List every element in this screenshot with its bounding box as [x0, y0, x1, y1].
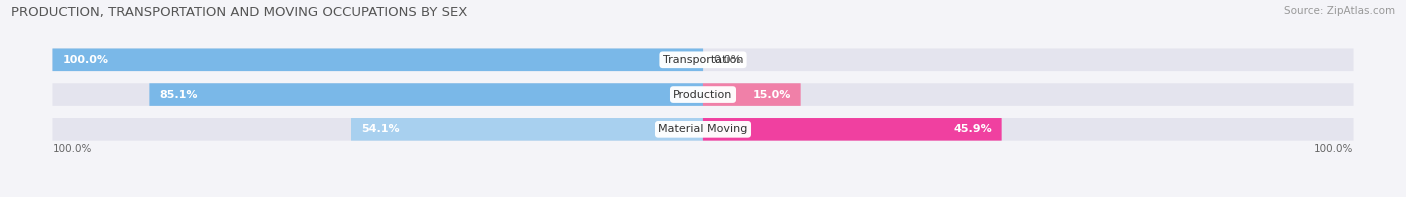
FancyBboxPatch shape [52, 118, 1354, 141]
Text: 54.1%: 54.1% [361, 124, 399, 134]
Text: 100.0%: 100.0% [1315, 144, 1354, 154]
Text: PRODUCTION, TRANSPORTATION AND MOVING OCCUPATIONS BY SEX: PRODUCTION, TRANSPORTATION AND MOVING OC… [11, 6, 468, 19]
Text: Transportation: Transportation [662, 55, 744, 65]
Text: 85.1%: 85.1% [159, 90, 198, 99]
Text: Production: Production [673, 90, 733, 99]
Text: 15.0%: 15.0% [752, 90, 790, 99]
FancyBboxPatch shape [149, 83, 703, 106]
Text: 0.0%: 0.0% [713, 55, 741, 65]
FancyBboxPatch shape [52, 83, 1354, 106]
FancyBboxPatch shape [703, 118, 1001, 141]
Text: 100.0%: 100.0% [52, 144, 91, 154]
FancyBboxPatch shape [352, 118, 703, 141]
FancyBboxPatch shape [52, 48, 703, 71]
Text: Material Moving: Material Moving [658, 124, 748, 134]
Text: 45.9%: 45.9% [953, 124, 991, 134]
Text: 100.0%: 100.0% [62, 55, 108, 65]
Text: Source: ZipAtlas.com: Source: ZipAtlas.com [1284, 6, 1395, 16]
FancyBboxPatch shape [52, 48, 1354, 71]
FancyBboxPatch shape [703, 83, 800, 106]
